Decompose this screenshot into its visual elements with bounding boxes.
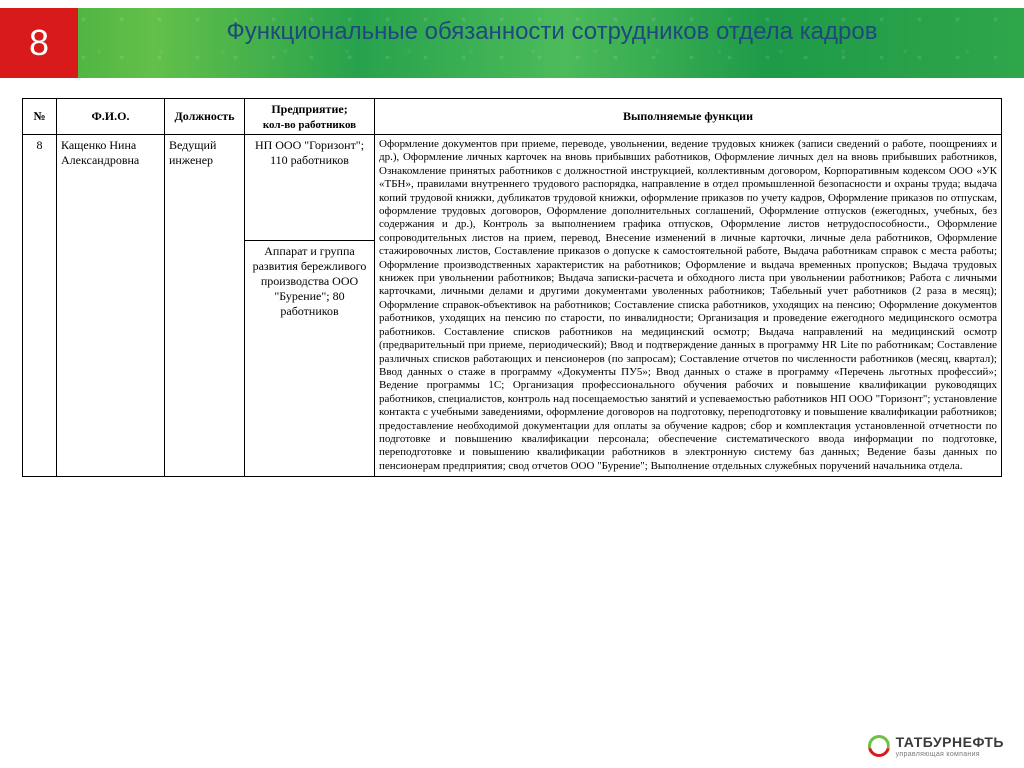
slide-number-box: 8 [0, 8, 78, 78]
col-ent-line1: Предприятие; [271, 102, 347, 116]
slide-title: Функциональные обязанности сотрудников о… [100, 18, 1004, 46]
col-num: № [23, 99, 57, 135]
col-ent: Предприятие; кол-во работников [245, 99, 375, 135]
duties-table: № Ф.И.О. Должность Предприятие; кол-во р… [22, 98, 1002, 477]
table-row: 8 Кащенко Нина Александровна Ведущий инж… [23, 135, 1002, 241]
col-func: Выполняемые функции [375, 99, 1002, 135]
logo-brand: ТАТБУРНЕФТЬ [896, 734, 1004, 750]
logo-mark-icon [868, 735, 890, 757]
cell-pos: Ведущий инженер [165, 135, 245, 477]
col-pos: Должность [165, 99, 245, 135]
table-header-row: № Ф.И.О. Должность Предприятие; кол-во р… [23, 99, 1002, 135]
logo-tagline: управляющая компания [896, 751, 1004, 758]
cell-ent-2: Аппарат и группа развития бережливого пр… [245, 241, 375, 477]
cell-func: Оформление документов при приеме, перево… [375, 135, 1002, 477]
col-fio: Ф.И.О. [57, 99, 165, 135]
logo-text: ТАТБУРНЕФТЬ управляющая компания [896, 734, 1004, 758]
cell-fio: Кащенко Нина Александровна [57, 135, 165, 477]
footer-logo: ТАТБУРНЕФТЬ управляющая компания [868, 734, 1004, 758]
col-ent-line2: кол-во работников [249, 119, 370, 131]
slide-number: 8 [29, 22, 49, 64]
cell-ent-1: НП ООО "Горизонт"; 110 работников [245, 135, 375, 241]
cell-num: 8 [23, 135, 57, 477]
table-container: № Ф.И.О. Должность Предприятие; кол-во р… [22, 98, 1002, 477]
slide: 8 Функциональные обязанности сотрудников… [0, 0, 1024, 768]
